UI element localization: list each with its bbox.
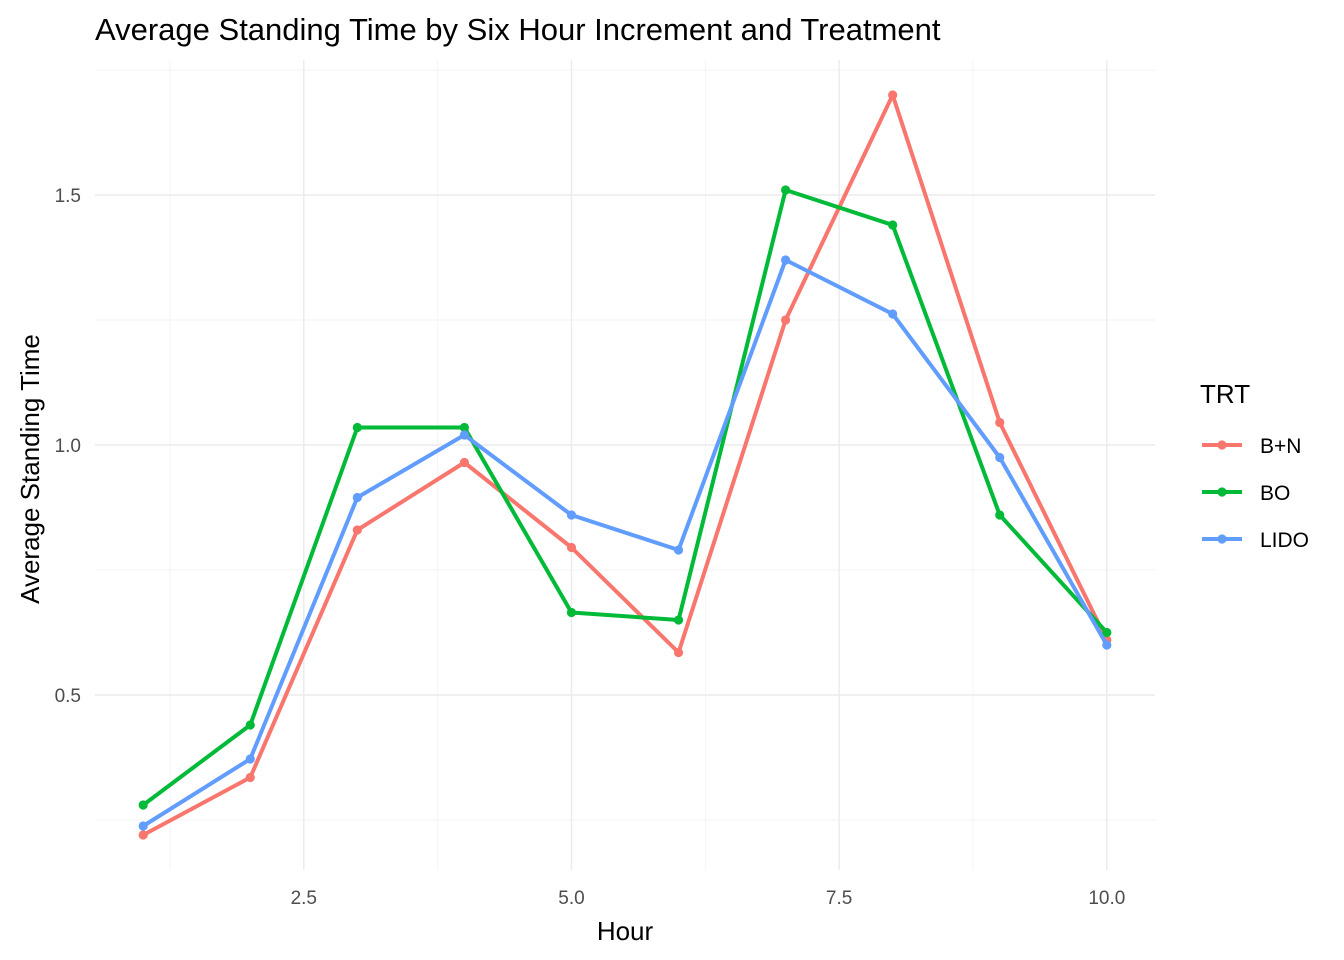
data-point: [352, 525, 362, 535]
data-point: [459, 430, 469, 440]
legend-title: TRT: [1200, 379, 1250, 409]
data-point: [1102, 627, 1112, 638]
y-tick-label: 1.5: [55, 186, 81, 207]
grid: [95, 60, 1155, 870]
series-group: [138, 255, 1112, 831]
legend-label: B+N: [1260, 435, 1301, 458]
data-point: [781, 185, 791, 195]
legend-key-point: [1217, 534, 1227, 544]
data-point: [138, 800, 148, 810]
data-point: [352, 422, 362, 433]
data-point: [352, 492, 362, 503]
data-point: [888, 90, 898, 100]
y-axis-title: Average Standing Time: [15, 334, 45, 604]
legend-label: LIDO: [1260, 529, 1309, 552]
tick-labels: 2.5 5.0 7.5 10.0 0.5 1.0 1.5: [55, 186, 1126, 909]
legend-label: BO: [1260, 482, 1290, 505]
x-tick-label: 2.5: [291, 888, 317, 909]
data-point: [781, 315, 791, 325]
series-group: [138, 90, 1112, 840]
data-point: [995, 510, 1005, 520]
data-point: [245, 772, 255, 783]
series-line: [141, 258, 1109, 828]
data-point: [673, 647, 684, 658]
data-point: [138, 821, 148, 831]
series-line: [141, 188, 1109, 807]
data-point: [888, 220, 898, 230]
series-lines: [138, 90, 1112, 840]
legend-items: B+N BO LIDO: [1202, 435, 1309, 552]
data-point: [781, 255, 791, 265]
data-point: [673, 615, 684, 625]
legend-item: BO: [1202, 482, 1290, 505]
legend-key-point: [1217, 487, 1227, 497]
data-point: [566, 510, 577, 520]
series-group: [138, 185, 1112, 810]
series-line: [141, 93, 1109, 837]
legend-item: LIDO: [1202, 529, 1309, 552]
data-point: [566, 607, 577, 618]
x-axis-title: Hour: [597, 916, 654, 946]
data-point: [459, 422, 469, 433]
legend: TRT B+N BO LIDO: [1200, 379, 1309, 552]
data-point: [459, 457, 469, 468]
chart-title: Average Standing Time by Six Hour Increm…: [95, 12, 941, 47]
data-point: [1102, 640, 1112, 650]
x-tick-label: 10.0: [1088, 888, 1125, 909]
data-point: [566, 542, 577, 553]
data-point: [245, 754, 255, 764]
data-point: [995, 417, 1005, 428]
data-point: [673, 545, 684, 555]
y-tick-label: 1.0: [55, 436, 81, 457]
legend-key-point: [1217, 440, 1227, 450]
y-tick-label: 0.5: [55, 686, 81, 707]
data-point: [245, 720, 255, 730]
data-point: [995, 452, 1005, 463]
x-tick-label: 7.5: [826, 888, 852, 909]
legend-item: B+N: [1202, 435, 1301, 458]
data-point: [138, 830, 148, 840]
x-tick-label: 5.0: [558, 888, 584, 909]
data-point: [888, 309, 898, 319]
